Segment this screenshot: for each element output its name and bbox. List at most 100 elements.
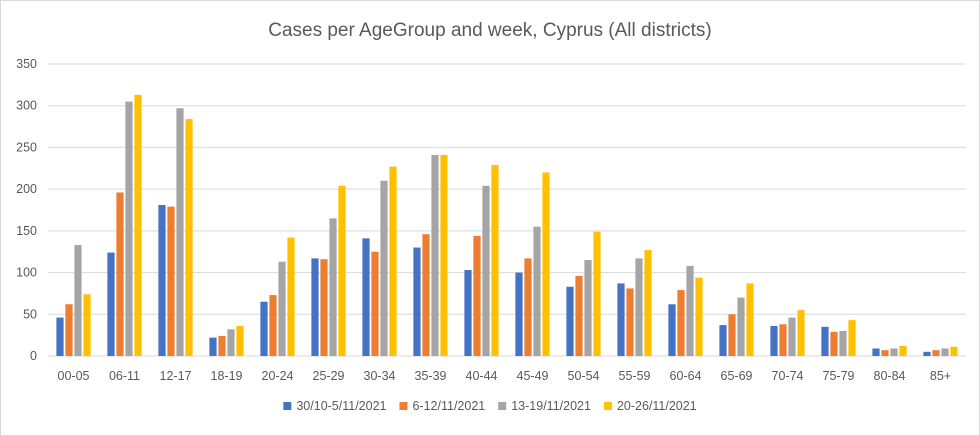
bar-40-44-series-3	[482, 185, 490, 356]
bar-06-11-series-3	[125, 101, 133, 357]
bar-25-29-series-4	[338, 185, 346, 356]
bar-55-59-series-3	[635, 258, 643, 356]
bar-40-44-series-1	[464, 270, 472, 356]
gridlines	[48, 63, 966, 357]
x-tick-label: 45-49	[517, 369, 549, 383]
y-tick-label: 250	[16, 140, 37, 154]
bar-60-64-series-3	[686, 265, 694, 356]
bar-30-34-series-1	[362, 238, 370, 356]
legend: 30/10-5/11/2021 6-12/11/2021 13-19/11/2021…	[283, 399, 697, 413]
x-tick-label: 20-24	[262, 369, 294, 383]
x-tick-label: 18-19	[211, 369, 243, 383]
y-tick-label: 300	[16, 99, 37, 113]
x-tick-label: 80-84	[874, 369, 906, 383]
legend-item-series-2: 6-12/11/2021	[399, 399, 485, 413]
bar-70-74-series-2	[779, 324, 787, 356]
bar-12-17-series-3	[176, 108, 184, 357]
bar-30-34-series-3	[380, 180, 388, 356]
x-tick-label: 65-69	[721, 369, 753, 383]
legend-swatch	[399, 402, 408, 410]
x-tick-label: 00-05	[58, 369, 90, 383]
bar-65-69-series-2	[728, 314, 736, 356]
legend-swatch	[498, 402, 507, 410]
bar-85+-series-2	[932, 350, 940, 356]
bar-45-49-series-1	[515, 272, 523, 356]
legend-item-series-4: 20-26/11/2021	[603, 399, 697, 413]
bar-50-54-series-2	[575, 275, 583, 356]
bar-20-24-series-1	[260, 301, 268, 356]
bar-30-34-series-2	[371, 251, 379, 356]
bar-80-84-series-4	[899, 345, 907, 356]
bar-85+-series-1	[923, 351, 931, 356]
bar-00-05-series-1	[56, 317, 64, 356]
bar-06-11-series-2	[116, 192, 124, 356]
bar-06-11-series-4	[134, 94, 142, 357]
bar-80-84-series-1	[872, 348, 880, 356]
bar-25-29-series-3	[329, 218, 337, 356]
legend-item-series-3: 13-19/11/2021	[498, 399, 591, 413]
bar-35-39-series-4	[440, 154, 448, 356]
bar-35-39-series-2	[422, 234, 430, 356]
bar-00-05-series-4	[83, 294, 91, 356]
x-tick-label: 50-54	[568, 369, 600, 383]
bar-85+-series-3	[941, 348, 949, 356]
bar-18-19-series-3	[227, 329, 235, 356]
bar-75-79-series-3	[839, 330, 847, 356]
bar-70-74-series-3	[788, 317, 796, 356]
bar-18-19-series-1	[209, 337, 217, 356]
bar-50-54-series-4	[593, 231, 601, 356]
bar-75-79-series-1	[821, 326, 829, 356]
bar-80-84-series-3	[890, 348, 898, 356]
bar-20-24-series-3	[278, 261, 286, 356]
y-tick-label: 0	[30, 349, 37, 363]
bar-75-79-series-2	[830, 331, 838, 356]
bar-60-64-series-4	[695, 277, 703, 356]
bar-75-79-series-4	[848, 320, 856, 356]
legend-swatch	[603, 402, 612, 410]
bar-20-24-series-2	[269, 295, 277, 356]
bar-06-11-series-1	[107, 252, 115, 356]
x-axis: 00-05 06-11 12-17 18-19 20-24 25-29 30-34 35-39…	[58, 369, 952, 383]
x-tick-label: 40-44	[466, 369, 498, 383]
bar-20-24-series-4	[287, 237, 295, 356]
bar-30-34-series-4	[389, 166, 397, 356]
x-tick-label: 70-74	[772, 369, 804, 383]
bar-65-69-series-4	[746, 283, 754, 356]
x-tick-label: 55-59	[619, 369, 651, 383]
bar-55-59-series-2	[626, 288, 634, 356]
bar-35-39-series-1	[413, 247, 421, 356]
bars	[56, 94, 958, 357]
legend-label: 6-12/11/2021	[412, 399, 485, 413]
bar-18-19-series-2	[218, 335, 226, 356]
x-tick-label: 60-64	[670, 369, 702, 383]
bar-00-05-series-3	[74, 245, 82, 356]
y-tick-label: 50	[23, 307, 37, 321]
bar-70-74-series-4	[797, 310, 805, 356]
bar-00-05-series-2	[65, 304, 73, 356]
legend-label: 13-19/11/2021	[511, 399, 591, 413]
bar-25-29-series-2	[320, 259, 328, 356]
bar-35-39-series-3	[431, 154, 439, 356]
bar-65-69-series-3	[737, 297, 745, 356]
bar-45-49-series-2	[524, 258, 532, 356]
x-tick-label: 85+	[930, 369, 951, 383]
y-tick-label: 350	[16, 57, 37, 71]
bar-50-54-series-3	[584, 260, 592, 356]
y-tick-label: 100	[16, 266, 37, 280]
legend-item-series-1: 30/10-5/11/2021	[283, 399, 387, 413]
chart-title: Cases per AgeGroup and week, Cyprus (All…	[268, 20, 712, 41]
bar-12-17-series-2	[167, 206, 175, 356]
bar-70-74-series-1	[770, 325, 778, 356]
bar-55-59-series-1	[617, 283, 625, 356]
bar-60-64-series-1	[668, 304, 676, 356]
bar-50-54-series-1	[566, 286, 574, 356]
y-tick-label: 200	[16, 182, 37, 196]
x-tick-label: 06-11	[109, 369, 140, 383]
x-tick-label: 35-39	[415, 369, 447, 383]
bar-80-84-series-2	[881, 350, 889, 356]
bar-18-19-series-4	[236, 325, 244, 356]
bar-85+-series-4	[950, 346, 958, 356]
x-tick-label: 30-34	[364, 369, 396, 383]
x-tick-label: 25-29	[313, 369, 345, 383]
